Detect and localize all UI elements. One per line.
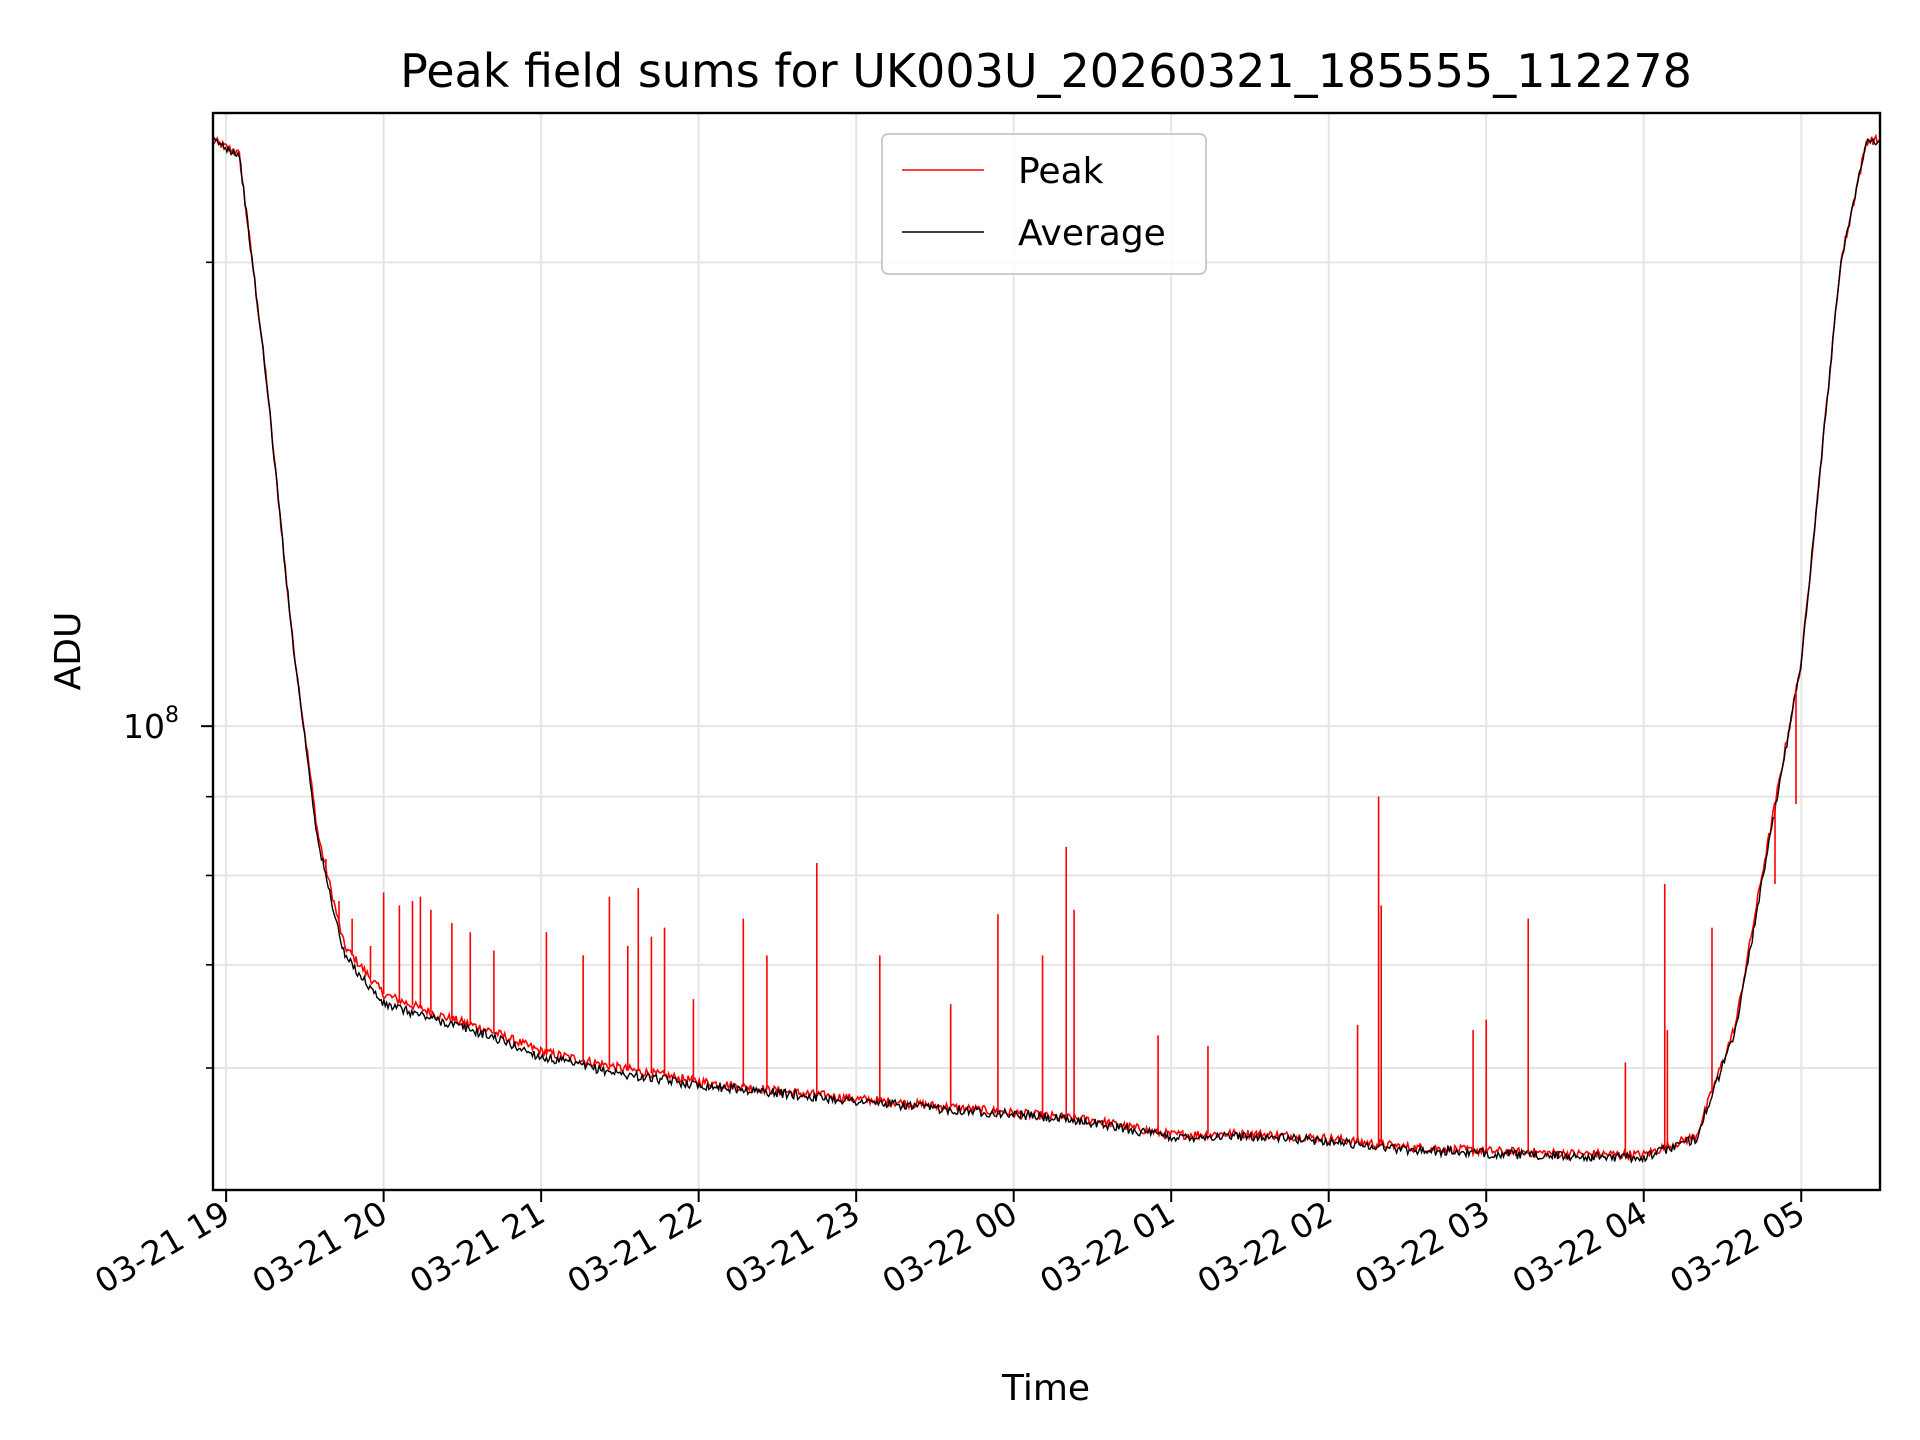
legend-label-average: Average <box>1018 213 1166 254</box>
x-axis-label: Time <box>1001 1368 1090 1409</box>
legend-label-peak: Peak <box>1018 151 1104 192</box>
grid <box>213 113 1880 1190</box>
plot-frame <box>211 111 1882 1192</box>
series-area <box>213 133 1880 1164</box>
y-tick-exponent: 8 <box>165 703 179 728</box>
y-axis-label: ADU <box>48 612 89 691</box>
legend-box <box>881 133 1207 275</box>
average-series-line <box>213 135 1880 1164</box>
chart-title: Peak field sums for UK003U_20260321_1855… <box>400 44 1692 98</box>
legend: Peak Average <box>881 133 1207 275</box>
